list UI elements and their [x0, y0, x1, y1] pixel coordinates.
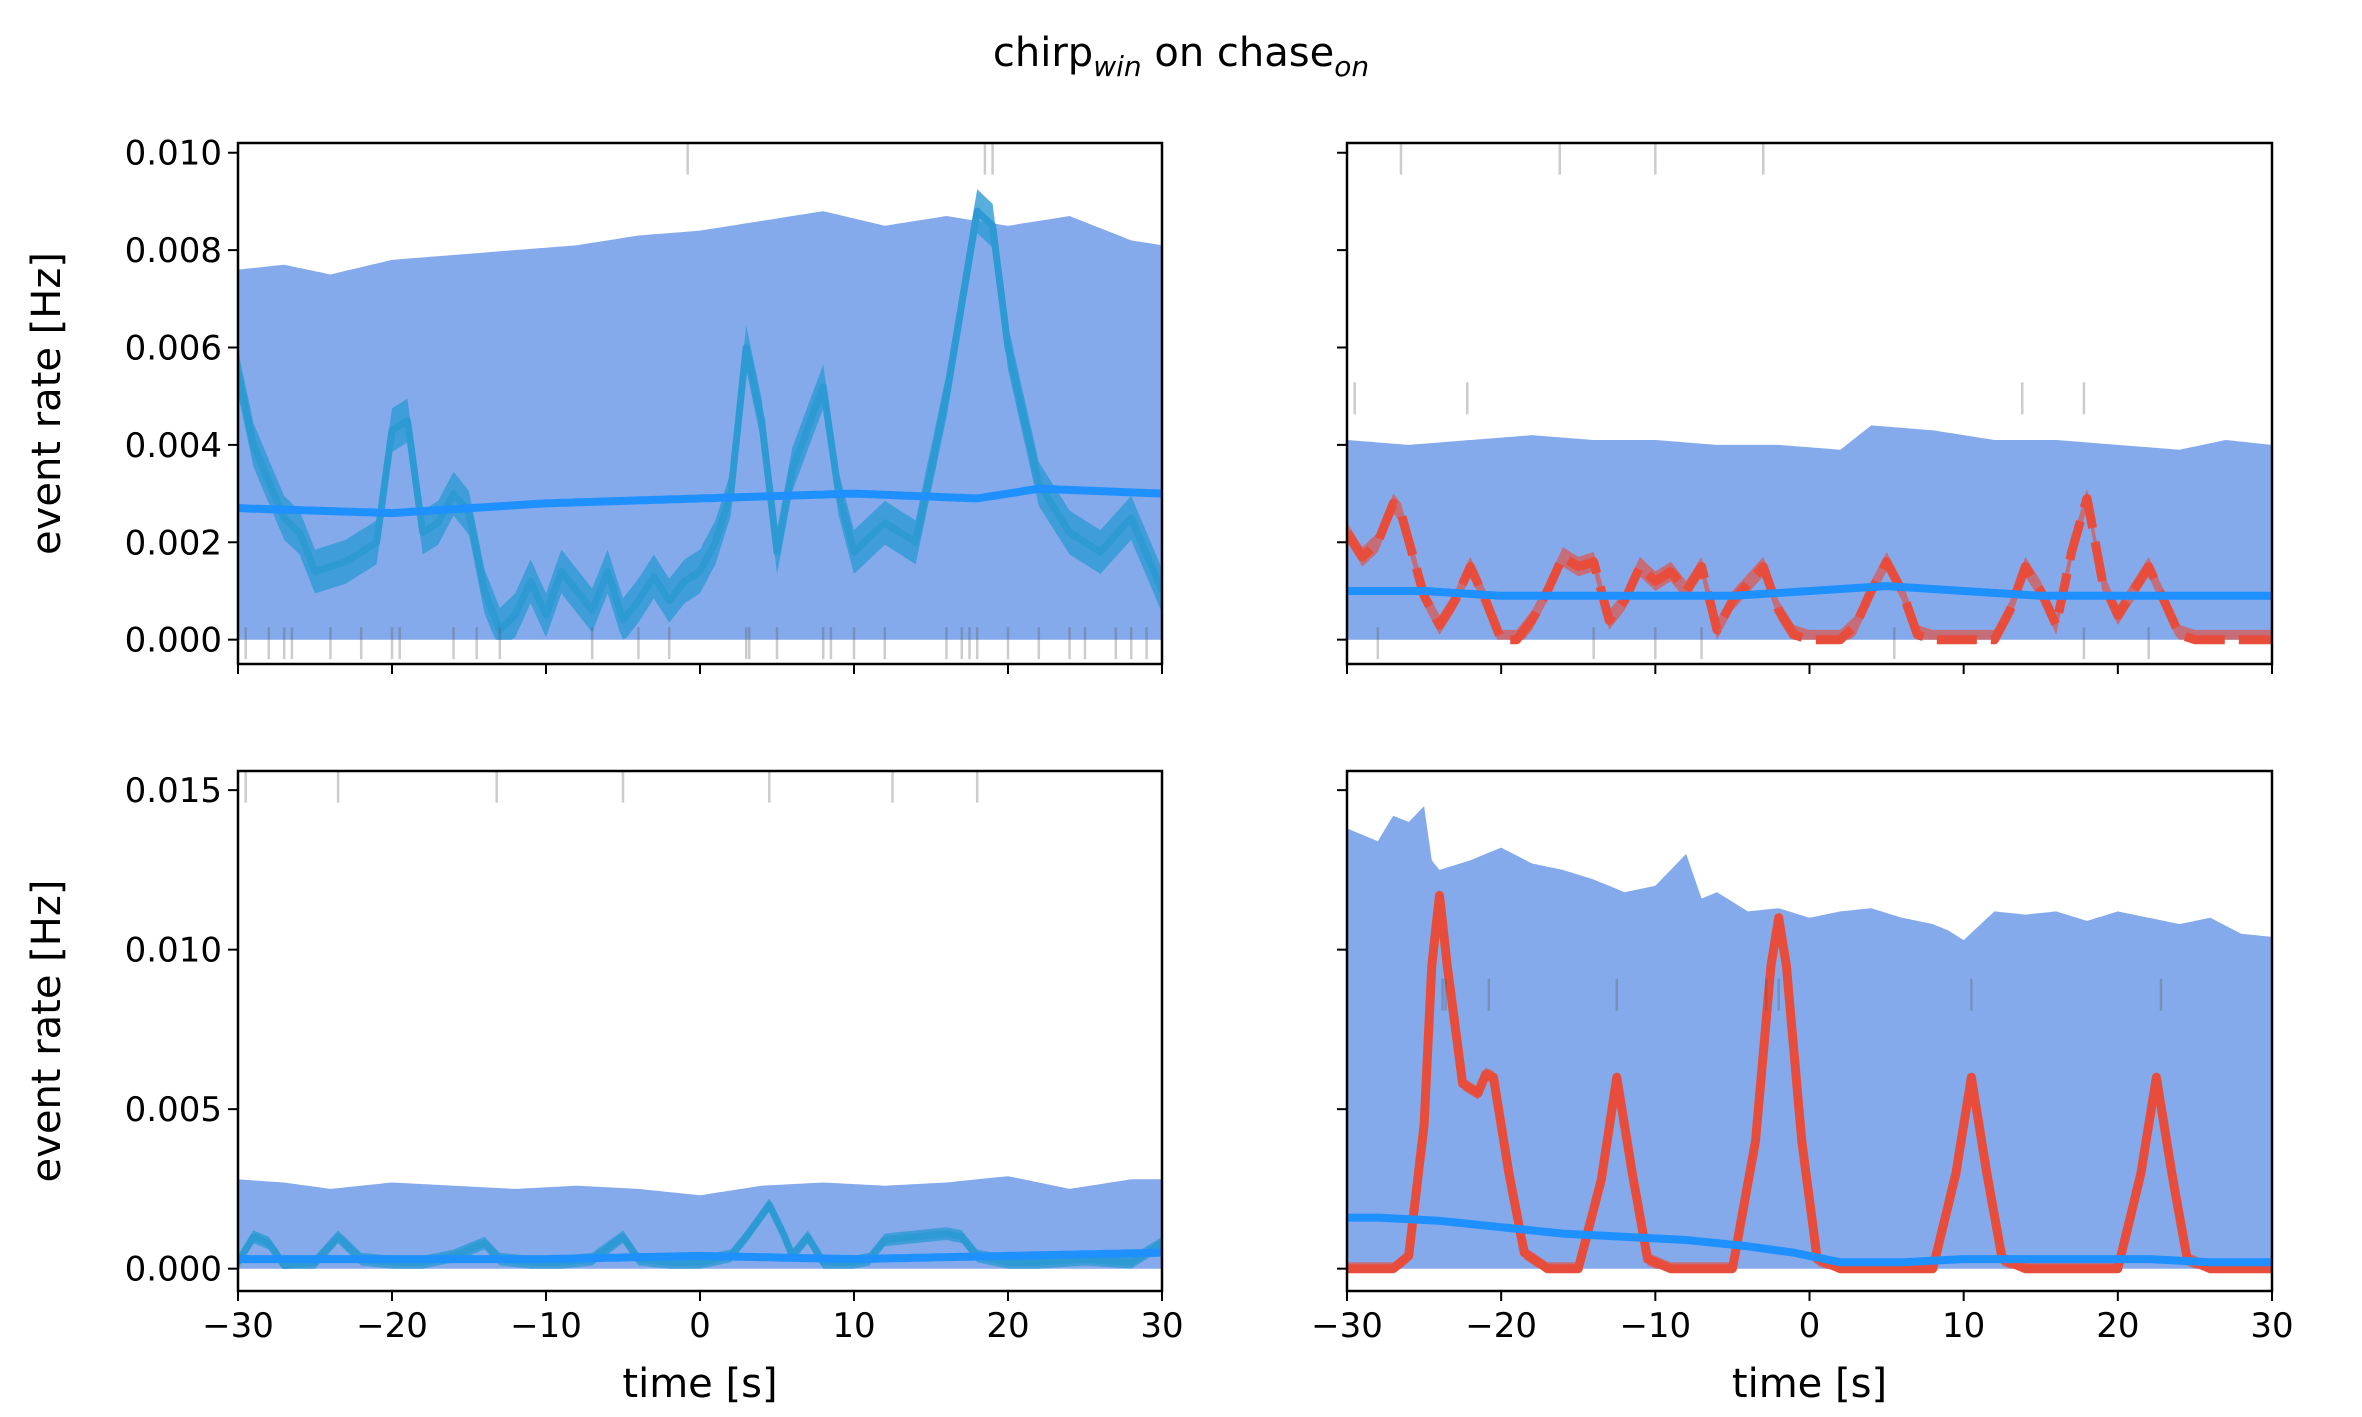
- y-tick-label: 0.008: [125, 231, 222, 271]
- y-axis-label: event rate [Hz]: [24, 252, 70, 555]
- y-tick-label: 0.010: [125, 931, 222, 971]
- panel-top-left: 0.000 0.002 0.004 0.006 0.008 0.010 event rate…: [24, 134, 1164, 674]
- x-tick-label: 10: [1942, 1306, 1985, 1346]
- x-tick-label: −20: [356, 1306, 428, 1346]
- x-tick-label: 30: [2250, 1306, 2293, 1346]
- title-sub-on: on: [1334, 50, 1369, 83]
- median-line: [1347, 1213, 2272, 1267]
- median-line: [238, 484, 1162, 518]
- panel-bottom-right: −30 −20 −10 0 10 20 30 time [s]: [1311, 769, 2294, 1407]
- x-tick-label: 30: [1140, 1306, 1183, 1346]
- trace-line: [1347, 493, 2272, 645]
- x-tick-label: 0: [1799, 1306, 1821, 1346]
- y-tick-label: 0.006: [125, 329, 222, 369]
- x-tick-label: −30: [1311, 1306, 1383, 1346]
- x-tick-label: −10: [1619, 1306, 1691, 1346]
- title-mid: on chase: [1142, 30, 1335, 76]
- figure-title: chirpwin on chaseon: [993, 30, 1369, 83]
- trace-line: [1347, 890, 2272, 1274]
- x-tick-label: 10: [832, 1306, 875, 1346]
- x-tick-label: −10: [510, 1306, 582, 1346]
- y-tick-label: 0.010: [125, 134, 222, 174]
- x-axis-label: time [s]: [622, 1361, 777, 1407]
- panel-bottom-left: −30 −20 −10 0 10 20 30 0.000 0.005 0.010 0.015 even…: [24, 769, 1184, 1407]
- x-tick-label: −20: [1465, 1306, 1537, 1346]
- median-line: [238, 1248, 1162, 1264]
- plot-area: [1347, 806, 2272, 1274]
- title-main: chirp: [993, 30, 1093, 76]
- x-tick-label: 20: [2096, 1306, 2139, 1346]
- trace-line: [238, 207, 1162, 634]
- y-tick-label: 0.004: [125, 426, 222, 466]
- y-tick-label: 0.005: [125, 1090, 222, 1130]
- x-axis-label: time [s]: [1732, 1361, 1887, 1407]
- y-tick-label: 0.000: [125, 1250, 222, 1290]
- x-tick-label: 0: [689, 1306, 711, 1346]
- median-line: [1347, 582, 2272, 600]
- x-tick-label: 20: [986, 1306, 1029, 1346]
- x-tick-label: −30: [202, 1306, 274, 1346]
- y-tick-label: 0.000: [125, 621, 222, 661]
- plot-area: [1347, 143, 2272, 660]
- percentile-band: [1347, 806, 2272, 1269]
- y-axis-label: event rate [Hz]: [24, 880, 70, 1183]
- plot-area: [238, 143, 1162, 660]
- plot-area: [238, 771, 1162, 1269]
- panel-top-right: [1337, 141, 2274, 674]
- y-tick-label: 0.015: [125, 771, 222, 811]
- title-sub-win: win: [1093, 50, 1141, 83]
- y-tick-label: 0.002: [125, 523, 222, 563]
